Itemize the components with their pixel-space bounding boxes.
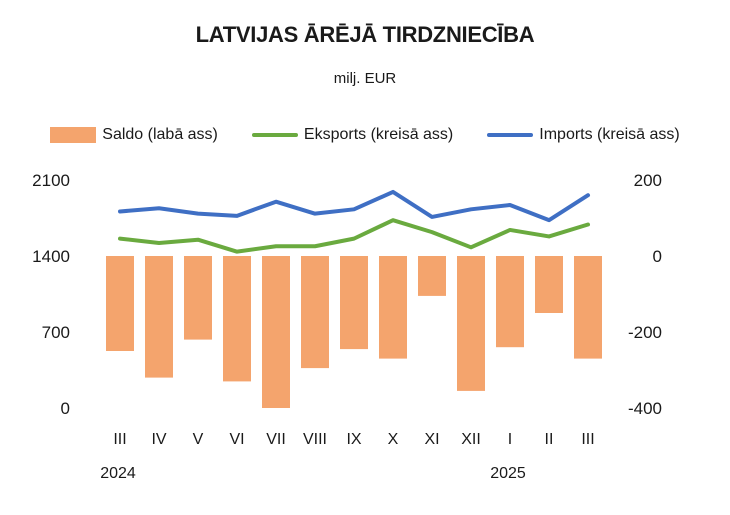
legend-item-eksports: Eksports (kreisā ass) xyxy=(251,126,454,144)
legend-item-imports: Imports (kreisā ass) xyxy=(487,126,680,144)
right-axis-tick: -200 xyxy=(628,323,662,342)
x-axis-tick: XII xyxy=(461,431,481,448)
right-axis-tick: -400 xyxy=(628,399,662,418)
bar-saldo xyxy=(184,256,212,340)
left-axis-tick: 700 xyxy=(42,323,70,342)
x-axis-tick: VI xyxy=(229,431,244,448)
x-axis-tick: X xyxy=(388,431,399,448)
legend-label-imports: Imports (kreisā ass) xyxy=(539,126,680,143)
bar-saldo xyxy=(106,256,134,351)
left-axis-tick: 0 xyxy=(61,399,70,418)
right-axis-tick: 200 xyxy=(634,171,662,190)
bar-saldo xyxy=(379,256,407,359)
bar-saldo xyxy=(418,256,446,296)
left-axis-tick: 1400 xyxy=(32,247,70,266)
x-axis-tick: IX xyxy=(346,431,361,448)
bar-saldo xyxy=(496,256,524,348)
x-axis-tick: III xyxy=(581,431,594,448)
left-axis-tick: 2100 xyxy=(32,171,70,190)
year-label: 2024 xyxy=(100,465,136,482)
bar-saldo xyxy=(574,256,602,359)
line-imports xyxy=(118,189,590,223)
bar-saldo xyxy=(301,256,329,369)
bar-saldo xyxy=(340,256,368,350)
x-axis-tick: I xyxy=(508,431,512,448)
x-axis-tick: IV xyxy=(151,431,166,448)
year-label: 2025 xyxy=(490,465,526,482)
bar-saldo xyxy=(457,256,485,391)
legend-swatch-eksports xyxy=(251,133,298,137)
bar-saldo xyxy=(145,256,173,378)
bar-saldo xyxy=(535,256,563,313)
chart-subtitle: milj. EUR xyxy=(333,70,397,87)
legend-label-eksports: Eksports (kreisā ass) xyxy=(303,126,454,143)
line-eksports xyxy=(118,218,590,254)
x-axis-tick: VII xyxy=(266,431,286,448)
legend-swatch-saldo xyxy=(50,127,97,143)
x-axis-tick: XI xyxy=(424,431,439,448)
chart-title: LATVIJAS ĀRĒJĀ TIRDZNIECĪBA xyxy=(195,22,535,47)
x-axis-tick: III xyxy=(113,431,126,448)
right-axis-tick: 0 xyxy=(653,247,662,266)
legend-swatch-imports xyxy=(487,133,534,137)
legend-label-saldo: Saldo (labā ass) xyxy=(102,126,218,143)
x-axis-tick: II xyxy=(545,431,554,448)
x-axis-tick: V xyxy=(193,431,204,448)
bar-saldo xyxy=(262,256,290,408)
legend-item-saldo: Saldo (labā ass) xyxy=(50,126,218,144)
bar-saldo xyxy=(223,256,251,382)
chart-legend: Saldo (labā ass) Eksports (kreisā ass) I… xyxy=(0,126,730,144)
x-axis-tick: VIII xyxy=(303,431,327,448)
